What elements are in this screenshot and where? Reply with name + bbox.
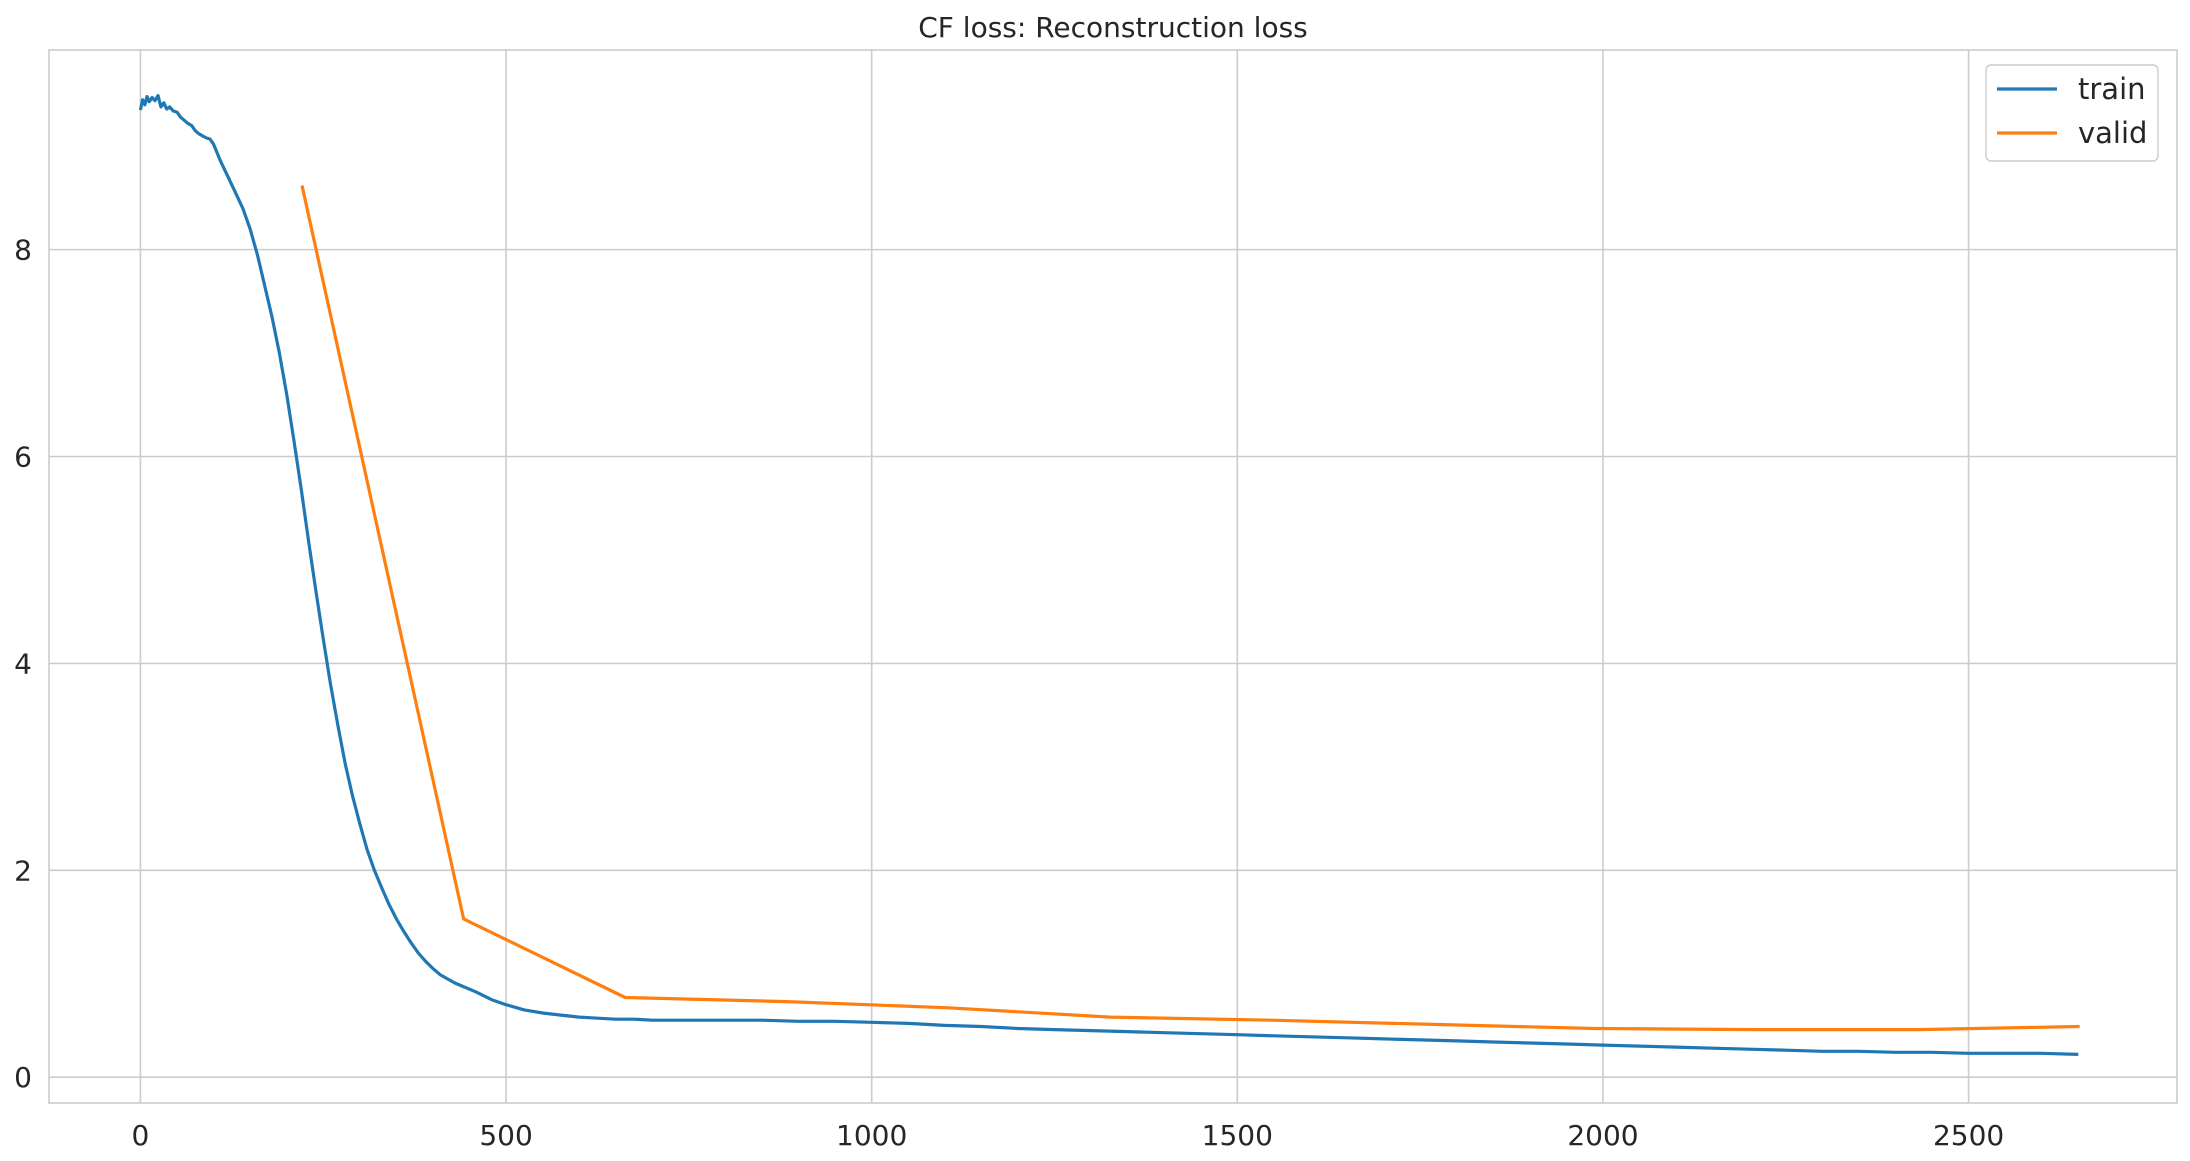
legend-label-valid: valid xyxy=(2078,116,2147,150)
x-tick-label: 1500 xyxy=(1202,1119,1273,1152)
y-tick-label: 6 xyxy=(14,441,32,474)
grid-lines xyxy=(49,50,2177,1103)
tick-labels: 0 500 1000 1500 2000 2500 0 2 4 6 8 xyxy=(14,234,2004,1152)
x-tick-label: 500 xyxy=(479,1119,532,1152)
y-tick-label: 8 xyxy=(14,234,32,267)
legend-label-train: train xyxy=(2078,72,2146,106)
y-tick-label: 2 xyxy=(14,854,32,887)
series-lines xyxy=(138,93,2080,1056)
chart-title: CF loss: Reconstruction loss xyxy=(918,11,1308,44)
y-tick-label: 0 xyxy=(14,1061,32,1094)
x-tick-label: 1000 xyxy=(836,1119,907,1152)
x-tick-label: 2000 xyxy=(1567,1119,1638,1152)
legend: train valid xyxy=(1985,64,2159,162)
plot-frame xyxy=(48,49,2178,1104)
y-tick-label: 4 xyxy=(14,647,32,680)
plot-area-background xyxy=(49,50,2177,1103)
series-line-train xyxy=(138,93,2079,1056)
x-tick-label: 0 xyxy=(131,1119,149,1152)
x-tick-label: 2500 xyxy=(1933,1119,2004,1152)
series-line-valid xyxy=(300,185,2080,1032)
